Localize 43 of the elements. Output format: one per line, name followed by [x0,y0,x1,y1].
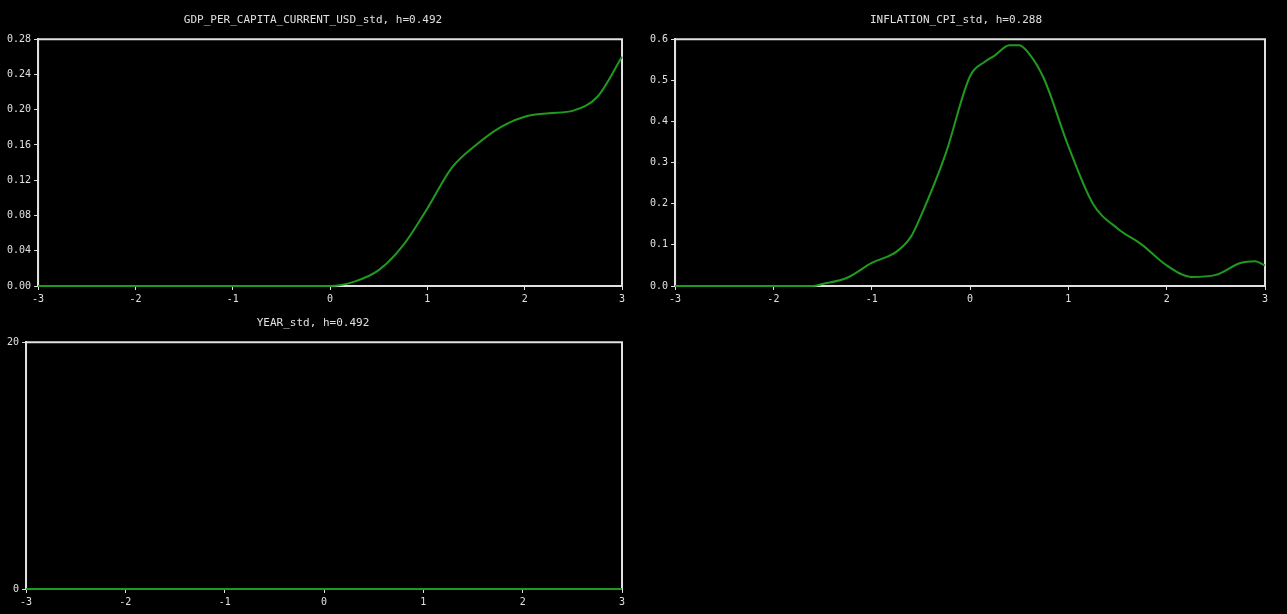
x-tick-label: 3 [618,292,626,304]
y-tick-label: 20 [6,335,20,347]
y-tick-label: 0.0 [650,279,669,291]
x-tick-label: -2 [129,292,142,304]
y-tick-label: 0.2 [650,197,669,209]
x-tick-label: -1 [218,595,231,607]
x-tick-label: 0 [321,595,328,607]
x-tick-label: 3 [618,595,626,607]
y-tick-label: 0.6 [650,32,669,44]
y-tick-label: 0 [13,582,20,594]
x-tick-label: -3 [20,595,33,607]
x-tick-label: 1 [1065,292,1072,304]
y-tick-label: 0.5 [650,73,669,85]
x-tick-label: -3 [32,292,45,304]
x-tick-label: -2 [119,595,132,607]
y-tick-label: 0.20 [6,103,32,115]
line-series [674,44,1266,287]
y-tick-label: 0.08 [6,209,32,221]
x-tick-label: 0 [967,292,974,304]
x-tick-label: -3 [669,292,682,304]
chart-title: INFLATION_CPI_std, h=0.288 [869,13,1043,27]
y-tick-label: 0.00 [6,279,32,291]
y-tick-label: 0.3 [650,156,669,168]
chart-title: YEAR_std, h=0.492 [256,316,370,330]
x-tick-label: 2 [521,292,528,304]
y-tick-label: 0.16 [6,138,32,150]
line-series [37,55,623,287]
x-tick-label: 3 [1261,292,1269,304]
y-tick-label: 0.24 [6,68,32,80]
x-tick-label: -1 [865,292,878,304]
x-tick-label: 2 [1163,292,1170,304]
y-tick-label: 0.12 [6,173,32,185]
y-tick-label: 0.04 [6,244,32,256]
y-tick-label: 0.28 [6,32,32,44]
x-tick-label: -1 [226,292,239,304]
y-tick-label: 0.1 [650,238,669,250]
chart-title: GDP_PER_CAPITA_CURRENT_USD_std, h=0.492 [183,13,443,27]
x-tick-label: -2 [767,292,780,304]
x-tick-label: 1 [420,595,427,607]
x-tick-label: 0 [327,292,334,304]
y-tick-label: 0.4 [650,115,669,127]
x-tick-label: 1 [424,292,431,304]
x-tick-label: 2 [519,595,526,607]
